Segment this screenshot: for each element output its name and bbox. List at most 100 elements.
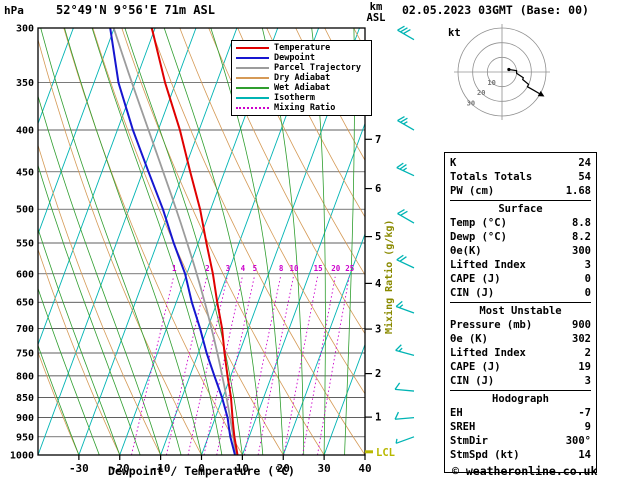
- mixing-ratio-line: [131, 276, 175, 455]
- mixing-ratio-value-label: 25: [345, 264, 354, 273]
- panel-row-label: Temp (°C): [450, 217, 507, 229]
- panel-row-value: 19: [578, 361, 591, 373]
- panel-row-label: θe(K): [450, 245, 482, 257]
- panel-row-label: CIN (J): [450, 287, 495, 299]
- mixing-ratio-value-label: 1: [172, 264, 177, 273]
- wind-barb: [397, 213, 415, 224]
- panel-row: K 24: [450, 156, 591, 170]
- dry-adiabat-line: [208, 28, 365, 335]
- lcl-label: LCL: [376, 447, 395, 459]
- panel-row-value: 3: [584, 259, 591, 271]
- hodograph-ring: [472, 42, 532, 102]
- legend: Temperature Dewpoint Parcel Trajectory Dry …: [231, 40, 372, 116]
- panel-row: Temp (°C) 8.8: [450, 216, 591, 230]
- hodograph-ring-label: 30: [467, 100, 475, 108]
- isotherm-line: [78, 28, 238, 455]
- wind-barb: [395, 416, 415, 420]
- dry-adiabat-line: [38, 248, 121, 455]
- legend-item: Isotherm: [236, 94, 367, 103]
- isotherm-line: [323, 343, 365, 455]
- panel-row-value: 8.2: [572, 231, 591, 243]
- mixing-ratio-line: [216, 276, 255, 455]
- temperature-tick-label: 10: [236, 462, 249, 475]
- temperature-tick-label: 30: [318, 462, 331, 475]
- km-tick-label: 6: [375, 183, 381, 195]
- wind-barb: [396, 259, 415, 269]
- panel-row-label: CIN (J): [450, 375, 495, 387]
- hodograph-ring: [457, 27, 547, 117]
- hodograph-trace: [508, 68, 541, 95]
- wet-adiabat-line: [64, 28, 202, 455]
- panel-row-value: 24: [578, 157, 591, 169]
- wet-adiabat-line: [38, 94, 161, 455]
- panel-row-label: Lifted Index: [450, 347, 526, 359]
- temperature-tick-label: -20: [110, 462, 130, 475]
- wind-barb: [395, 349, 415, 356]
- panel-section: Most Unstable Pressure (mb) 900 θe (K) 302 Li…: [450, 302, 591, 388]
- wet-adiabat-line: [210, 28, 284, 455]
- pressure-tick-label: 400: [16, 126, 34, 137]
- panel-row-value: 302: [572, 333, 591, 345]
- altitude-axis: 1 2 3 4 5 6 7: [365, 134, 381, 424]
- pressure-tick-label: 600: [16, 269, 34, 280]
- isotherm-line: [38, 28, 156, 346]
- panel-row-label: θe (K): [450, 333, 488, 345]
- isotherm-line: [282, 232, 365, 455]
- wet-adiabat-line: [38, 287, 100, 455]
- pressure-tick-label: 850: [16, 393, 34, 404]
- legend-swatch: [236, 107, 269, 109]
- mixing-ratio-line: [283, 276, 318, 455]
- legend-label: Dry Adiabat: [274, 72, 331, 83]
- mixing-ratio-line: [203, 276, 243, 455]
- pressure-tick-label: 700: [16, 324, 34, 335]
- wet-adiabat-line: [38, 227, 121, 455]
- legend-label: Temperature: [274, 42, 331, 53]
- wind-barb: [397, 29, 415, 41]
- panel-row: CIN (J) 3: [450, 374, 591, 388]
- panel-row-value: 54: [578, 171, 591, 183]
- legend-swatch: [236, 77, 269, 79]
- mixing-ratio-value-label: 3: [226, 264, 231, 273]
- legend-swatch: [236, 97, 269, 99]
- panel-row-value: 300: [572, 245, 591, 257]
- mixing-ratio-value-label: 4: [241, 264, 246, 273]
- mixing-ratio-line: [257, 276, 294, 455]
- dry-adiabat-line: [266, 28, 365, 218]
- legend-label: Parcel Trajectory: [274, 62, 361, 73]
- panel-row-value: 3: [584, 375, 591, 387]
- panel-row: Pressure (mb) 900: [450, 318, 591, 332]
- dry-adiabat-line: [150, 28, 365, 455]
- panel-row-value: 14: [578, 449, 591, 461]
- pressure-tick-label: 1000: [10, 451, 34, 462]
- legend-label: Wet Adiabat: [274, 82, 331, 93]
- km-tick-label: 3: [375, 324, 381, 336]
- copyright: © weatheronline.co.uk: [452, 464, 598, 478]
- mixing-ratio-line: [244, 276, 281, 455]
- panel-row: EH -7: [450, 406, 591, 420]
- hodograph-ring-label: 10: [487, 79, 495, 87]
- pressure-tick-label: 550: [16, 238, 34, 249]
- panel-row: CAPE (J) 0: [450, 272, 591, 286]
- panel-row: PW (cm) 1.68: [450, 184, 591, 198]
- panel-row: CIN (J) 0: [450, 286, 591, 300]
- dry-adiabat-line: [38, 143, 161, 455]
- plot-frame: [37, 27, 366, 456]
- pressure-tick-label: 900: [16, 413, 34, 424]
- wet-adiabat-line: [163, 28, 264, 455]
- legend-swatch: [236, 57, 269, 59]
- mixing-ratio-value-label: 10: [289, 264, 299, 273]
- temperature-tick-label: 0: [198, 462, 205, 475]
- mixing-ratio-value-label: 8: [279, 264, 284, 273]
- dry-adiabat-line: [179, 28, 365, 395]
- panel-row: Totals Totals 54: [450, 170, 591, 184]
- wind-barb: [395, 436, 415, 444]
- legend-item: Dewpoint: [236, 54, 367, 63]
- panel-row-label: StmDir: [450, 435, 488, 447]
- panel-row: StmSpd (kt) 14: [450, 448, 591, 462]
- panel-row-value: 8.8: [572, 217, 591, 229]
- dry-adiabat-line: [38, 38, 202, 455]
- legend-item: Wet Adiabat: [236, 84, 367, 93]
- wind-barb: [395, 305, 415, 314]
- temperature-line: [150, 28, 239, 455]
- isotherm-line: [38, 28, 74, 125]
